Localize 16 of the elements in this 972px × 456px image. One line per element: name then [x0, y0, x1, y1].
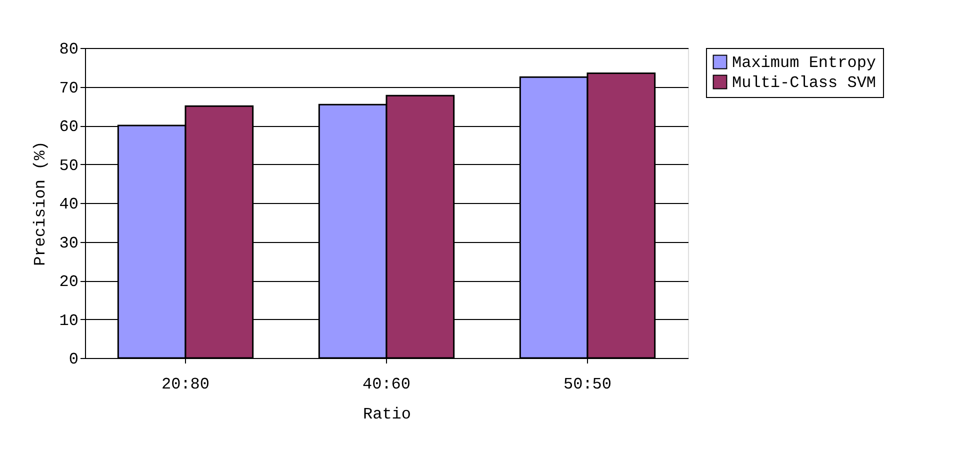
y-tick-label: 60	[59, 118, 78, 136]
y-tick-label: 20	[59, 273, 78, 291]
y-tick-label: 70	[59, 79, 78, 98]
y-tick-label: 80	[59, 40, 78, 58]
y-tick-label: 40	[59, 196, 78, 214]
x-tick-label: 40:60	[362, 376, 411, 394]
x-tick-label: 50:50	[563, 376, 612, 394]
y-tick-label: 0	[68, 350, 78, 368]
legend-label: Multi-Class SVM	[732, 74, 876, 92]
y-axis-title: Precision (%)	[31, 141, 50, 266]
x-tick-label: 20:80	[161, 376, 210, 394]
y-tick-label: 10	[59, 312, 78, 330]
x-axis-title: Ratio	[362, 406, 412, 424]
y-tick-label: 30	[59, 234, 78, 252]
y-tick-label: 50	[59, 156, 78, 175]
legend-label: Maximum Entropy	[732, 54, 876, 72]
